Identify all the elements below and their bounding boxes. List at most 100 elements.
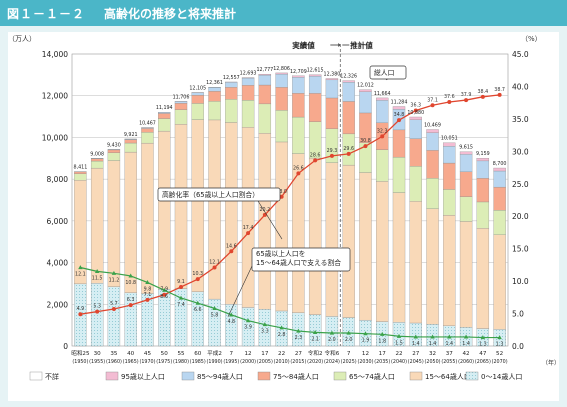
bar-segment <box>107 149 121 153</box>
aging-rate-label: 37.6 <box>444 94 455 100</box>
total-label: 11,706 <box>173 94 190 100</box>
total-callout-text: 総人口 <box>374 68 394 77</box>
bar-segment <box>443 215 456 327</box>
x-tick-era: 7 <box>230 351 234 357</box>
support-ratio-point <box>480 335 486 340</box>
bar-segment <box>409 138 422 167</box>
x-tick-era: 22 <box>278 351 285 357</box>
aging-rate-label: 7.9 <box>160 287 168 293</box>
x-tick-year: (2035) <box>374 359 390 365</box>
bar-segment <box>292 77 305 94</box>
support-ratio-point <box>380 331 385 336</box>
aging-rate-label: 6.3 <box>127 297 135 303</box>
bar-segment <box>493 170 506 188</box>
total-label: 11,284 <box>391 99 408 105</box>
figure-title: 高齢化の推移と将来推計 <box>104 7 237 21</box>
bar-segment <box>476 160 490 179</box>
aging-rate-pointer <box>257 200 283 240</box>
x-tick-era: 22 <box>395 351 402 357</box>
x-tick-year: (1950) <box>72 359 88 365</box>
bar-segment <box>308 74 322 77</box>
bar-segment <box>258 309 272 347</box>
aging-rate-label: 17.4 <box>243 225 254 231</box>
bar-segment <box>275 87 288 111</box>
support-ratio-point <box>279 325 284 330</box>
total-label: 11,194 <box>156 105 173 111</box>
total-label: 10,051 <box>441 136 458 142</box>
bar-segment <box>141 142 154 294</box>
x-tick-era: 令和2 <box>308 349 323 357</box>
aging-rate-label: 7.1 <box>144 292 152 298</box>
x-tick-year: (1995) <box>223 359 239 365</box>
total-label: 12,806 <box>273 66 290 72</box>
y-tick-label: 14,000 <box>42 50 68 59</box>
aging-rate-label: 34.8 <box>394 112 405 118</box>
legend-label: 85～94歳人口 <box>197 372 243 381</box>
support-ratio-point <box>145 280 150 285</box>
left-axis-unit: （万人） <box>8 35 36 43</box>
legend-swatch <box>257 371 271 381</box>
bar-segment <box>426 208 439 325</box>
support-ratio-label: 2.3 <box>295 335 303 341</box>
aging-rate-label: 28.6 <box>310 152 321 158</box>
support-ratio-label: 1.4 <box>412 341 420 347</box>
x-tick-era: 30 <box>94 351 102 357</box>
support-ratio-label: 9.8 <box>144 286 152 292</box>
bar-segment <box>124 151 137 293</box>
aging-rate-label: 4.9 <box>77 306 85 312</box>
bar-segment <box>325 97 339 129</box>
x-tick-year: (2015) <box>290 359 306 365</box>
bar-segment <box>376 181 389 322</box>
bar-segment <box>74 173 87 181</box>
x-tick-year: (2055) <box>441 359 457 365</box>
bar-segment <box>426 178 439 209</box>
bar-segment <box>208 87 221 92</box>
bar-segment <box>275 110 288 143</box>
x-tick-year: (2000) <box>240 359 256 365</box>
x-tick-era: 12 <box>245 351 252 357</box>
aging-rate-point <box>279 194 284 199</box>
support-ratio-label: 1.4 <box>445 341 453 347</box>
aging-rate-label: 23.0 <box>276 189 287 195</box>
bar-segment <box>292 116 305 154</box>
aging-rate-label: 5.7 <box>110 301 118 307</box>
aging-rate-label: 32.3 <box>377 128 388 134</box>
total-label: 9,430 <box>107 142 121 148</box>
x-tick-era: 55 <box>177 351 185 357</box>
bar-segment <box>476 201 490 229</box>
x-tick-year: (2024) <box>324 359 340 365</box>
bar-segment <box>158 118 171 132</box>
legend-label: 75～84歳人口 <box>273 372 319 381</box>
y-tick-label: 2,000 <box>47 300 69 309</box>
aging-rate-point <box>179 284 183 289</box>
y2-tick-label: 25.0 <box>512 180 529 189</box>
aging-rate-label: 20.2 <box>260 207 271 213</box>
bar-segment <box>275 73 288 88</box>
support-ratio-point <box>245 318 251 323</box>
bar-segment <box>359 172 372 321</box>
aging-rate-label: 38.4 <box>478 89 489 95</box>
x-tick-era: 27 <box>295 351 303 357</box>
bar-segment <box>409 166 422 202</box>
aging-rate-point <box>162 292 167 297</box>
aging-rate-label: 29.3 <box>327 148 338 154</box>
bar-segment <box>90 160 104 169</box>
support-ratio-label: 1.3 <box>496 342 504 348</box>
x-tick-era: 27 <box>412 351 420 357</box>
bar-segment <box>443 189 456 216</box>
aging-rate-point <box>313 158 318 163</box>
support-ratio-callout-text-1: 65歳以上人口を <box>256 249 305 258</box>
bar-segment <box>459 151 473 155</box>
legend-swatch <box>105 371 119 381</box>
x-tick-year: (2030) <box>357 359 373 365</box>
total-label: 12,557 <box>223 75 240 81</box>
support-ratio-point <box>212 305 217 310</box>
x-axis-unit: （年） <box>542 359 560 367</box>
bar-segment <box>476 228 490 329</box>
bar-segment <box>225 87 238 100</box>
total-label: 9,008 <box>90 151 104 157</box>
x-tick-year: (1985) <box>190 359 206 365</box>
aging-rate-label: 36.3 <box>410 102 421 108</box>
support-ratio-point <box>447 334 452 339</box>
bar-segment <box>376 149 389 182</box>
